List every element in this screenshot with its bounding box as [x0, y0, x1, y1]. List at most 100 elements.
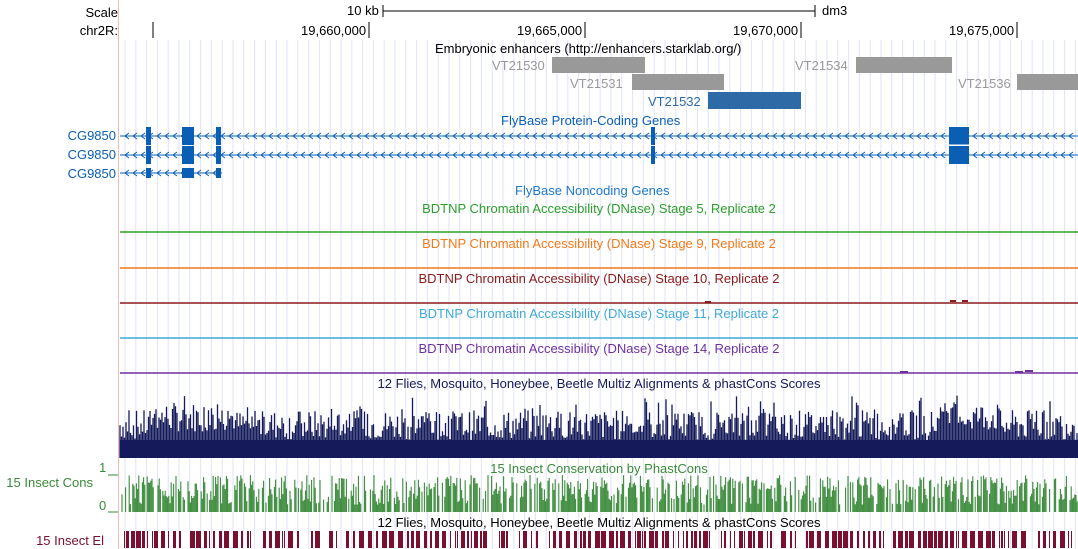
- conserved-element: [790, 531, 792, 548]
- enhancer-label[interactable]: VT21530: [492, 58, 545, 73]
- enhancer-label[interactable]: VT21536: [958, 76, 1011, 91]
- conserved-element: [730, 531, 731, 548]
- strand-arrow: [412, 132, 418, 140]
- conserved-element: [691, 531, 693, 548]
- strand-arrow: [884, 151, 890, 159]
- strand-arrow: [1028, 151, 1034, 159]
- conserved-element: [1038, 531, 1040, 548]
- strand-arrow: [868, 151, 874, 159]
- conserved-element: [850, 531, 853, 548]
- strand-arrow: [620, 132, 626, 140]
- conserved-element: [1021, 531, 1026, 548]
- conserved-element: [962, 531, 967, 548]
- conserved-element: [825, 531, 829, 548]
- strand-arrow: [1044, 132, 1050, 140]
- conserved-element: [483, 531, 487, 548]
- conserved-element: [416, 531, 420, 548]
- conserved-element: [461, 531, 465, 548]
- conserved-element: [179, 531, 181, 548]
- strand-arrow: [268, 132, 274, 140]
- strand-arrow: [684, 132, 690, 140]
- strand-arrow: [852, 151, 858, 159]
- strand-arrow: [308, 151, 314, 159]
- conserved-element: [863, 531, 865, 548]
- conserved-element: [686, 531, 688, 548]
- conserved-element: [297, 531, 299, 548]
- strand-arrow: [140, 132, 146, 140]
- dnase-track-title[interactable]: BDTNP Chromatin Accessibility (DNase) St…: [418, 341, 780, 356]
- strand-arrow: [460, 132, 466, 140]
- enhancer-box: [1017, 74, 1078, 90]
- dnase-track-title[interactable]: BDTNP Chromatin Accessibility (DNase) St…: [418, 306, 780, 321]
- conserved-element: [519, 531, 520, 548]
- strand-arrow: [444, 151, 450, 159]
- strand-arrow: [900, 132, 906, 140]
- gene-label[interactable]: CG9850: [67, 128, 116, 143]
- strand-arrow: [572, 151, 578, 159]
- conserved-element: [893, 531, 896, 548]
- conserved-element: [734, 531, 735, 548]
- conserved-element: [531, 531, 532, 548]
- conserved-element: [1043, 531, 1046, 548]
- strand-arrow: [516, 132, 522, 140]
- conserved-element: [1053, 531, 1056, 548]
- strand-arrow: [772, 151, 778, 159]
- strand-arrow: [996, 151, 1002, 159]
- conserved-element: [288, 531, 293, 548]
- enhancers-track-title[interactable]: Embryonic enhancers (http://enhancers.st…: [435, 41, 742, 56]
- strand-arrow: [388, 132, 394, 140]
- strand-arrow: [412, 151, 418, 159]
- strand-arrow: [604, 132, 610, 140]
- strand-arrow: [940, 132, 946, 140]
- conserved-element: [662, 531, 664, 548]
- conserved-element: [1001, 531, 1003, 548]
- dnase-track-title[interactable]: BDTNP Chromatin Accessibility (DNase) St…: [418, 271, 780, 286]
- enhancer-label[interactable]: VT21531: [570, 76, 623, 91]
- strand-arrow: [852, 132, 858, 140]
- enhancer-label[interactable]: VT21532: [648, 94, 701, 109]
- protein-genes-track-title[interactable]: FlyBase Protein-Coding Genes: [501, 113, 681, 128]
- strand-arrow: [644, 151, 650, 159]
- insect-el-side-label[interactable]: 15 Insect El: [36, 533, 104, 548]
- insect-el-track-title[interactable]: 12 Flies, Mosquito, Honeybee, Beetle Mul…: [377, 515, 821, 530]
- strand-arrow: [604, 151, 610, 159]
- strand-arrow: [500, 151, 506, 159]
- gene-exon: [949, 146, 969, 164]
- strand-arrow: [476, 132, 482, 140]
- insect-cons-side-label[interactable]: 15 Insect Cons: [6, 475, 93, 490]
- strand-arrow: [404, 151, 410, 159]
- gene-exon: [216, 168, 221, 178]
- phastcons-wiggle: [121, 475, 1078, 512]
- strand-arrow: [404, 132, 410, 140]
- strand-arrow: [924, 151, 930, 159]
- dnase-track-title[interactable]: BDTNP Chromatin Accessibility (DNase) St…: [422, 201, 776, 216]
- conserved-element: [209, 531, 210, 548]
- strand-arrow: [572, 132, 578, 140]
- gene-label[interactable]: CG9850: [67, 147, 116, 162]
- strand-arrow: [372, 151, 378, 159]
- conserved-element: [744, 531, 745, 548]
- enhancer-label[interactable]: VT21534: [795, 58, 848, 73]
- position-tick-label: 19,660,000: [301, 23, 367, 38]
- gene-label[interactable]: CG9850: [67, 166, 116, 181]
- conserved-element: [450, 531, 451, 548]
- strand-arrow: [356, 151, 362, 159]
- conserved-element: [1012, 531, 1017, 548]
- strand-arrow: [764, 151, 770, 159]
- conserved-element: [724, 531, 726, 548]
- strand-arrow: [796, 151, 802, 159]
- conserved-element: [204, 531, 207, 548]
- noncoding-genes-track-title[interactable]: FlyBase Noncoding Genes: [515, 183, 670, 198]
- multiz-track-title[interactable]: 12 Flies, Mosquito, Honeybee, Beetle Mul…: [377, 376, 821, 391]
- insect-cons-track-title[interactable]: 15 Insect Conservation by PhastCons: [490, 461, 708, 476]
- strand-arrow: [748, 151, 754, 159]
- strand-arrow: [748, 132, 754, 140]
- gene-exon: [651, 127, 655, 145]
- multiz-floor: [120, 440, 1078, 458]
- strand-arrow: [516, 151, 522, 159]
- strand-arrow: [356, 132, 362, 140]
- strand-arrow: [260, 151, 266, 159]
- strand-arrow: [740, 132, 746, 140]
- dnase-track-title[interactable]: BDTNP Chromatin Accessibility (DNase) St…: [422, 236, 776, 251]
